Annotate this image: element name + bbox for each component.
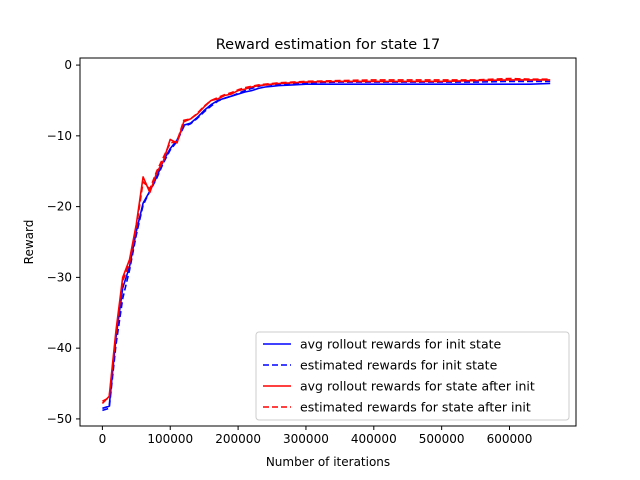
x-tick-label: 400000 — [351, 432, 397, 446]
y-tick-label: −40 — [47, 341, 72, 355]
y-tick-label: −20 — [47, 200, 72, 214]
legend-label-2: avg rollout rewards for state after init — [300, 379, 535, 394]
y-tick-label: −50 — [47, 412, 72, 426]
x-tick-label: 100000 — [147, 432, 193, 446]
legend-label-1: estimated rewards for init state — [300, 358, 498, 373]
plot-area — [79, 57, 577, 427]
x-tick-label: 500000 — [419, 432, 465, 446]
legend-entries: avg rollout rewards for init state estima… — [263, 337, 535, 415]
x-tick-label: 200000 — [215, 432, 261, 446]
x-tick-label: 300000 — [283, 432, 329, 446]
series-line-1 — [102, 80, 551, 412]
series-layer — [101, 77, 551, 412]
x-tick-label: 0 — [99, 432, 107, 446]
y-tick-label: −10 — [47, 129, 72, 143]
legend: avg rollout rewards for init state estima… — [255, 331, 570, 421]
x-axis-label: Number of iterations — [266, 455, 390, 469]
y-axis: 0 −10 −20 −30 −40 −50 — [47, 58, 80, 426]
chart-title: Reward estimation for state 17 — [216, 37, 441, 53]
y-tick-label: 0 — [64, 58, 72, 72]
legend-label-0: avg rollout rewards for init state — [300, 337, 502, 352]
legend-box — [255, 331, 570, 421]
x-tick-label: 600000 — [487, 432, 533, 446]
legend-label-3: estimated rewards for state after init — [300, 400, 531, 415]
series-line-3 — [102, 77, 551, 402]
y-axis-label: Reward — [22, 220, 36, 265]
y-tick-label: −30 — [47, 270, 72, 284]
x-axis: 0 100000 200000 300000 400000 500000 600000 — [99, 426, 533, 446]
